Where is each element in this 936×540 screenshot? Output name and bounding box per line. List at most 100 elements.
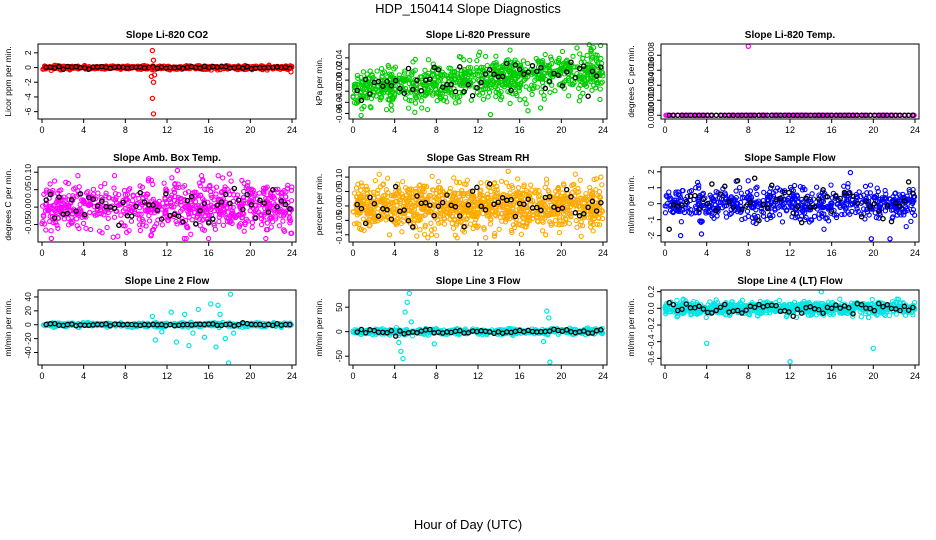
y-axis-label: kPa per min. <box>314 58 324 106</box>
data-point <box>434 232 440 239</box>
x-tick-label: 0 <box>662 248 667 258</box>
data-point <box>364 71 370 77</box>
data-point <box>256 190 262 196</box>
y-tick-label: -2 <box>646 232 656 240</box>
x-tick-label: 20 <box>556 125 566 135</box>
data-points <box>40 291 294 366</box>
data-point <box>893 112 899 119</box>
data-point <box>214 202 220 209</box>
data-point <box>478 180 484 186</box>
x-tick-label: 24 <box>910 248 920 258</box>
data-point <box>503 180 510 186</box>
data-point <box>888 112 895 119</box>
data-point <box>410 86 416 93</box>
x-tick-label: 16 <box>204 125 214 135</box>
data-point <box>585 93 591 99</box>
data-point <box>115 233 121 239</box>
x-tick-label: 24 <box>287 248 297 258</box>
panel-title: Slope Line 2 Flow <box>125 276 210 287</box>
panel-4: Slope Amb. Box Temp.degrees C per min.0 4… <box>3 153 297 258</box>
data-point <box>786 189 792 196</box>
x-tick-label: 4 <box>81 125 86 135</box>
data-point <box>525 107 531 114</box>
data-point <box>887 236 893 242</box>
data-point <box>48 235 55 242</box>
data-point <box>215 173 221 179</box>
data-point <box>736 184 743 191</box>
data-point <box>197 65 203 71</box>
data-point <box>585 204 591 211</box>
data-point <box>80 220 87 227</box>
data-point <box>461 88 467 95</box>
x-tick-label: 4 <box>392 248 397 258</box>
data-point <box>517 97 523 103</box>
x-tick-label: 16 <box>827 248 837 258</box>
data-point <box>51 178 58 184</box>
data-point <box>598 174 604 180</box>
data-point <box>589 198 596 205</box>
x-tick-label: 16 <box>827 125 837 135</box>
data-point <box>374 68 380 74</box>
data-point <box>389 107 395 113</box>
data-point <box>572 74 579 81</box>
data-point <box>868 236 875 242</box>
y-tick-label: 0 <box>23 65 33 70</box>
data-point <box>205 220 212 226</box>
data-point <box>88 226 94 233</box>
data-point <box>474 57 480 64</box>
data-point <box>578 233 584 239</box>
data-point <box>111 185 117 191</box>
data-point <box>576 213 583 219</box>
data-point <box>908 218 914 225</box>
data-point <box>405 105 412 111</box>
data-point <box>417 227 423 233</box>
data-point <box>539 228 546 234</box>
x-tick-label: 4 <box>392 125 397 135</box>
data-point <box>543 232 549 238</box>
data-point <box>543 176 550 182</box>
x-tick-label: 8 <box>123 125 128 135</box>
x-axis: 0 4 8 12 16 20 24 <box>39 241 297 258</box>
panel-title: Slope Gas Stream RH <box>427 153 530 164</box>
data-point <box>798 219 805 226</box>
x-tick-label: 0 <box>350 125 355 135</box>
y-axis: 0.100.050.00-0.05-0.10 <box>334 169 349 244</box>
data-point <box>174 167 181 174</box>
data-point <box>441 221 448 227</box>
data-point <box>791 182 798 189</box>
data-point <box>424 106 431 113</box>
data-point <box>412 100 419 106</box>
data-point <box>745 178 751 184</box>
data-point <box>453 179 460 185</box>
data-point <box>523 84 529 90</box>
data-point <box>574 45 580 51</box>
data-point <box>584 52 590 59</box>
panel-title: Slope Li-820 Temp. <box>745 30 836 41</box>
x-tick-label: 16 <box>515 248 525 258</box>
data-point <box>544 180 550 187</box>
data-point <box>563 186 570 193</box>
data-point <box>220 175 226 181</box>
data-point <box>850 193 856 200</box>
data-point <box>358 112 364 119</box>
data-point <box>383 106 390 113</box>
data-point <box>159 222 166 228</box>
data-point <box>449 220 455 227</box>
data-point <box>118 212 124 218</box>
data-point <box>528 182 534 188</box>
y-axis-label: Licor ppm per min. <box>3 46 13 116</box>
data-point <box>677 232 684 239</box>
y-tick-label: 0.10 <box>334 169 344 186</box>
data-point <box>525 60 531 67</box>
data-point <box>751 175 758 181</box>
x-tick-label: 20 <box>556 248 566 258</box>
data-point <box>597 96 603 103</box>
data-point <box>469 92 476 99</box>
data-point <box>738 190 744 196</box>
data-point <box>231 185 238 192</box>
data-point <box>546 78 553 85</box>
data-point <box>570 53 576 59</box>
data-point <box>559 48 566 55</box>
data-point <box>376 171 382 177</box>
